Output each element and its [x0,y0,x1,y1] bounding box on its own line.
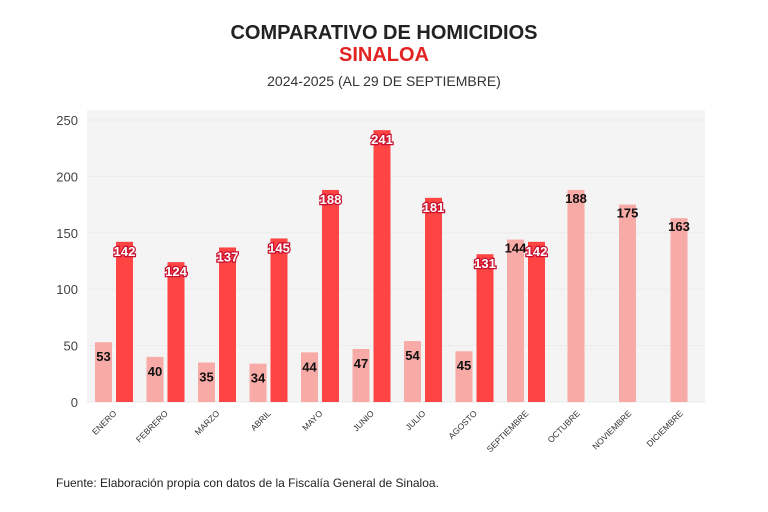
source-note: Fuente: Elaboración propia con datos de … [56,476,439,490]
x-tick-label: AGOSTO [446,408,479,441]
x-tick-label: OCTUBRE [545,408,582,445]
bar-2025 [322,189,339,402]
x-tick-label: JUNIO [351,408,376,433]
bar-2024 [507,239,524,402]
data-label-2025: 188 [320,192,342,207]
data-label-2024: 45 [457,358,471,373]
bar-2024 [455,351,473,402]
data-label-2025: 145 [268,240,290,255]
x-tick-label: ABRIL [248,408,273,433]
bar-2024 [404,341,421,402]
data-label-2024: 144 [505,241,527,256]
x-tick-label: ENERO [90,408,119,437]
data-label-2024: 163 [668,219,690,234]
bar-2025 [219,247,236,402]
data-label-2024: 34 [251,371,266,386]
chart-subtitle: SINALOA [339,44,429,66]
data-label-2024: 54 [405,348,420,363]
data-label-2024: 35 [199,370,213,385]
y-tick-label: 50 [64,339,78,354]
x-tick-label: MARZO [193,408,222,437]
y-tick-label: 100 [56,282,78,297]
data-label-2025: 241 [371,132,393,147]
data-label-2024: 44 [302,359,317,374]
bar-2025 [373,130,391,403]
bar-2024 [352,348,370,402]
x-tick-label: DICIEMBRE [644,408,685,449]
y-tick-label: 150 [56,226,78,241]
x-tick-label: SEPTIEMBRE [485,408,531,454]
plot-background [87,110,705,402]
data-label-2024: 175 [617,206,639,221]
data-label-2024: 40 [148,364,162,379]
bar-2025 [167,262,185,402]
data-label-2025: 137 [217,249,239,264]
x-tick-label: MAYO [300,408,325,433]
bar-2024 [146,356,164,402]
bar-2024 [198,362,215,402]
x-tick-label: JULIO [403,408,427,432]
y-tick-label: 200 [56,169,78,184]
bar-2024 [567,189,585,402]
bar-2025 [425,197,442,402]
y-tick-label: 0 [71,395,78,410]
bar-2024 [670,218,688,402]
chart-period: 2024-2025 (AL 29 DE SEPTIEMBRE) [267,73,501,89]
x-tick-label: NOVIEMBRE [590,408,633,451]
bar-2024 [619,204,636,402]
data-label-2025: 142 [526,244,548,259]
bar-2024 [95,342,112,402]
x-tick-label: FEBRERO [134,408,170,444]
data-label-2025: 131 [474,256,496,271]
data-label-2025: 124 [165,264,187,279]
data-label-2025: 142 [114,244,136,259]
bar-chart: 0 50 100 150 200 250 ENERO 53 142 FEBRERO 40 124 MAR… [56,110,705,454]
bar-2024 [301,352,318,402]
bar-2025 [528,241,545,402]
data-label-2024: 47 [354,356,368,371]
bar-2025 [270,238,288,402]
chart-title: COMPARATIVO DE HOMICIDIOS [230,22,538,44]
y-tick-label: 250 [56,113,78,128]
bar-2024 [249,363,267,402]
data-label-2025: 181 [423,200,445,215]
bar-2025 [116,241,133,402]
data-label-2024: 188 [565,191,587,206]
bar-2025 [476,254,494,402]
data-label-2024: 53 [96,349,110,364]
